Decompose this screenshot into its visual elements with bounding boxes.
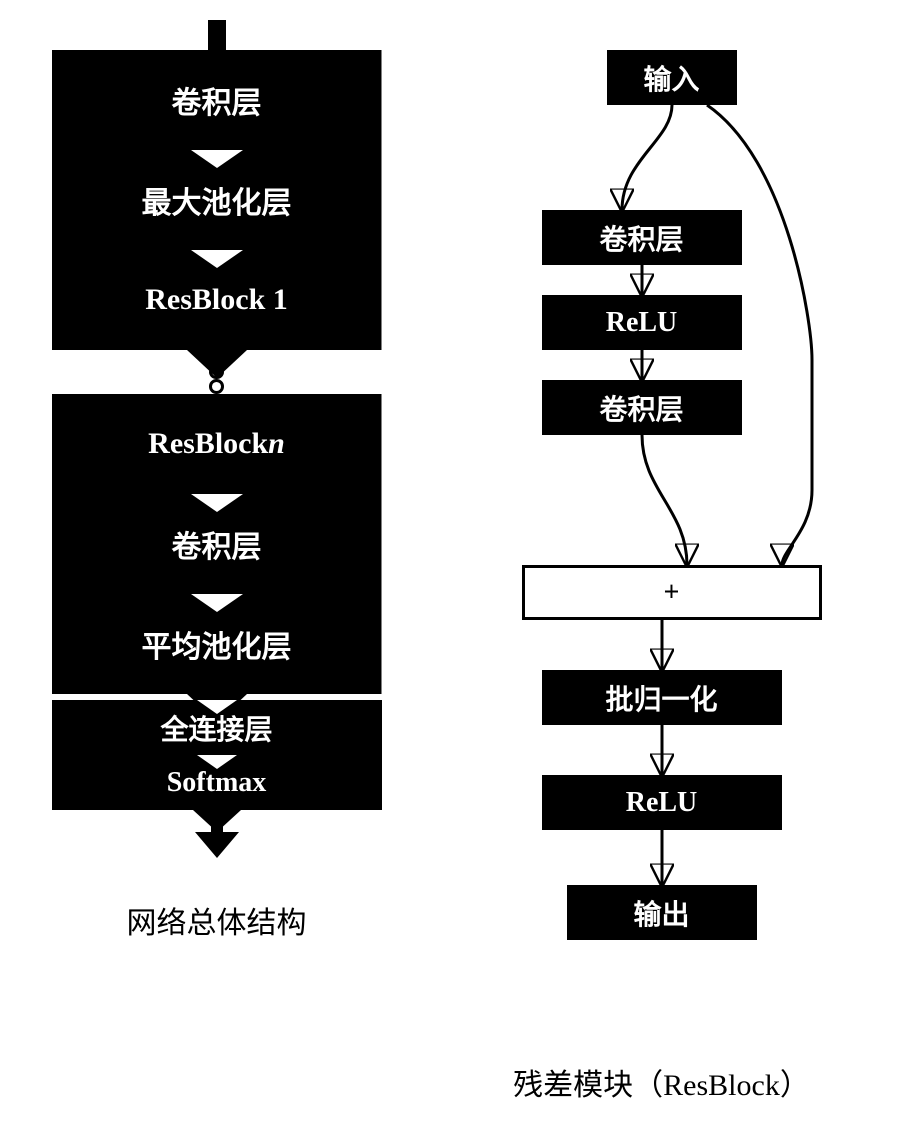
stack-block-8: Softmax <box>52 755 382 832</box>
input-stem <box>208 20 226 50</box>
right-caption: 残差模块（ResBlock） <box>513 1060 810 1104</box>
flow-box-bn: 批归一化 <box>542 670 782 725</box>
stack-label-4: ResBlock n <box>52 394 382 494</box>
stack-block-2: ResBlock 1 <box>52 250 382 378</box>
stack-label-0: 卷积层 <box>52 50 382 150</box>
arrow-0 <box>622 105 672 210</box>
flow-box-r1: ReLU <box>542 295 742 350</box>
flow-box-in: 输入 <box>607 50 737 105</box>
stack-label-2: ResBlock 1 <box>52 250 382 350</box>
flow-box-c2: 卷积层 <box>542 380 742 435</box>
resblock-flow: 输入卷积层 ReLU 卷积层 + 批归一化 ReLU 输出 <box>452 20 872 1020</box>
flow-arrows <box>452 20 872 1020</box>
flow-box-r2: ReLU <box>542 775 782 830</box>
flow-box-c1: 卷积层 <box>542 210 742 265</box>
stack-label-6: 平均池化层 <box>52 594 382 694</box>
stack-label-7: 全连接层 <box>52 700 382 755</box>
left-column: 卷积层最大池化层ResBlock 1ResBlock n卷积层平均池化层全连接层… <box>52 20 382 942</box>
left-caption: 网络总体结构 <box>127 898 307 942</box>
stack-label-5: 卷积层 <box>52 494 382 594</box>
chevron-stack: 卷积层最大池化层ResBlock 1ResBlock n卷积层平均池化层全连接层… <box>52 50 382 832</box>
right-column: 输入卷积层 ReLU 卷积层 + 批归一化 ReLU 输出 残差模块（ResBlock） <box>452 20 872 1104</box>
stack-label-1: 最大池化层 <box>52 150 382 250</box>
stack-label-8: Softmax <box>52 755 382 810</box>
flow-box-add: + <box>522 565 822 620</box>
flow-box-out: 输出 <box>567 885 757 940</box>
diagram-root: 卷积层最大池化层ResBlock 1ResBlock n卷积层平均池化层全连接层… <box>20 20 903 1104</box>
arrow-3 <box>642 435 687 565</box>
